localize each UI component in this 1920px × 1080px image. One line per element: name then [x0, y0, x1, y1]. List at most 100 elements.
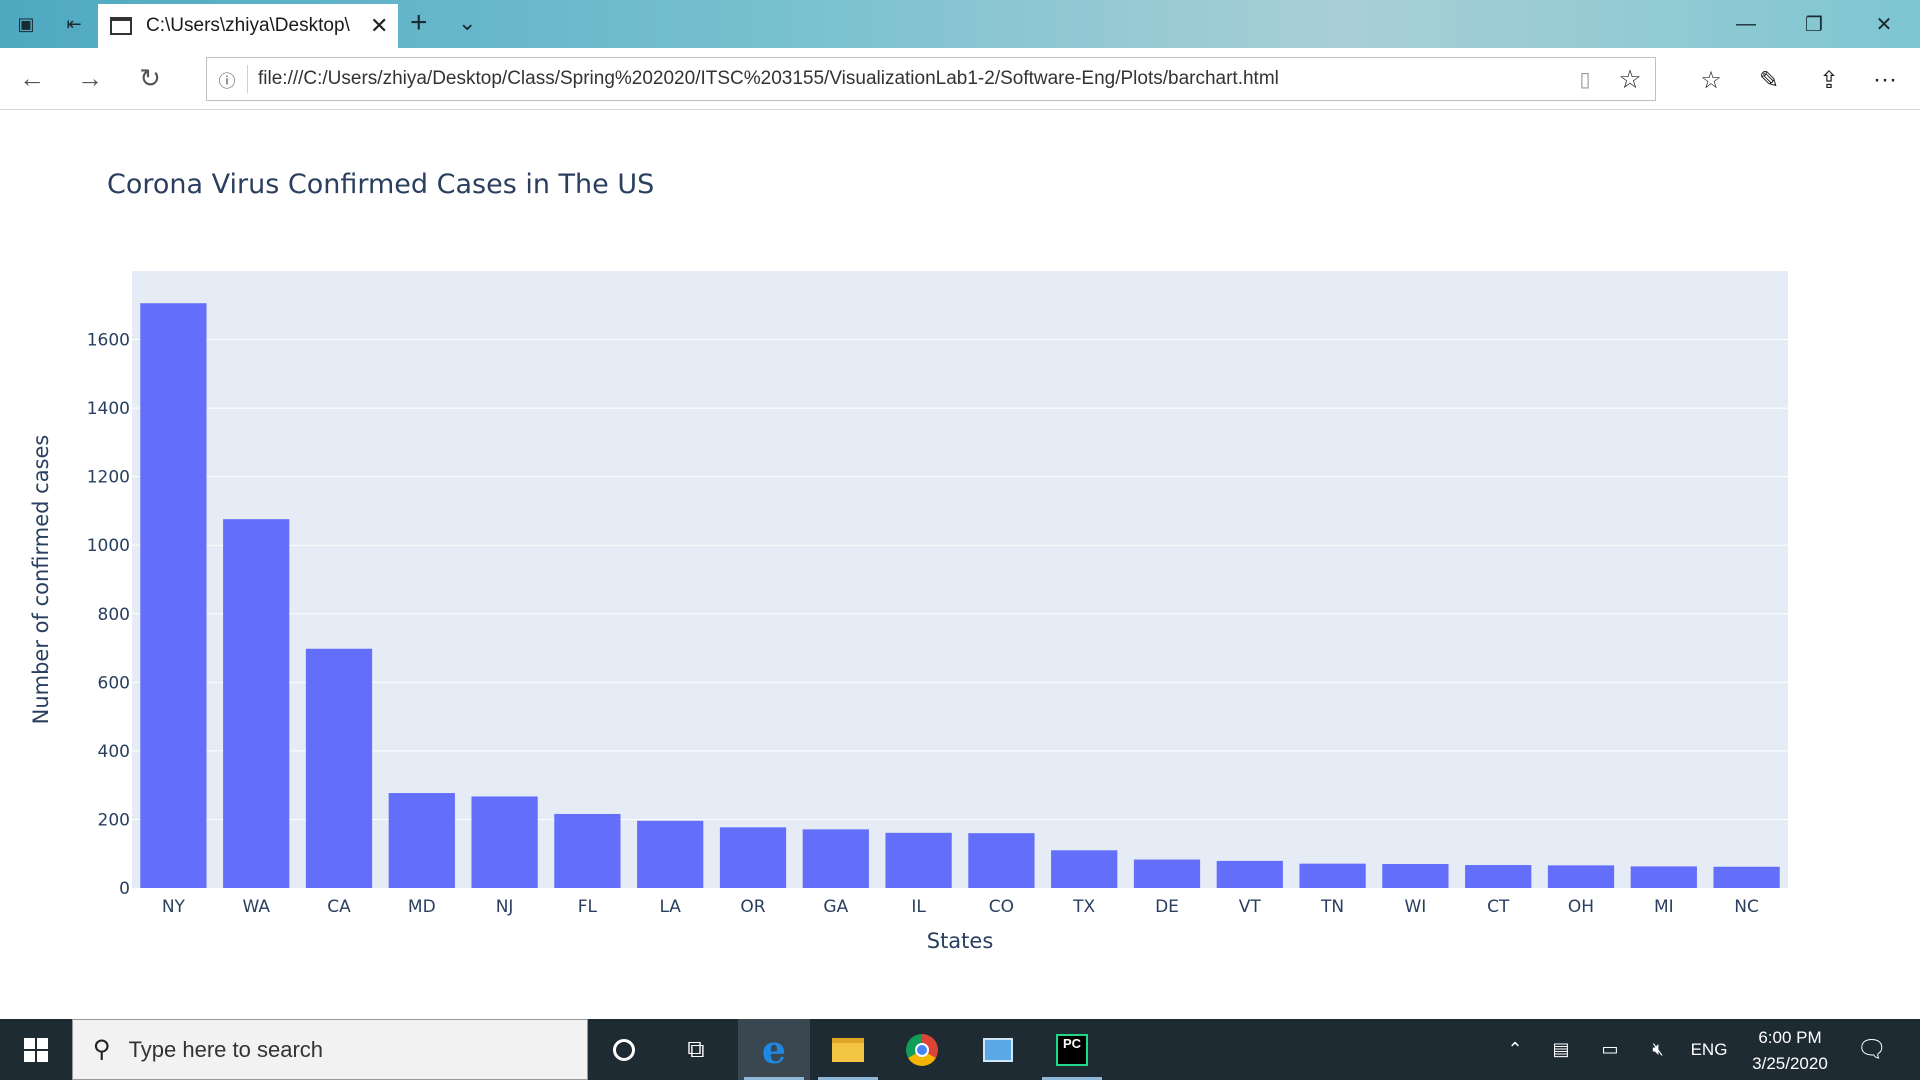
bar-mi[interactable]: [1630, 866, 1697, 888]
forward-button[interactable]: →: [77, 62, 103, 93]
control-panel-icon: [983, 1037, 1013, 1062]
bar-de[interactable]: [1133, 859, 1201, 888]
back-button[interactable]: ←: [19, 62, 45, 93]
chevron-down-icon[interactable]: ⌄: [458, 10, 477, 35]
x-tick-label: NJ: [496, 897, 514, 917]
y-tick-label: 0: [119, 879, 130, 899]
address-input[interactable]: file:///C:/Users/zhiya/Desktop/Class/Spr…: [258, 68, 1279, 89]
cortana-icon: [613, 1038, 635, 1061]
x-tick-label: FL: [578, 897, 598, 917]
active-indicator: [1042, 1077, 1102, 1080]
bar-tn[interactable]: [1299, 863, 1366, 888]
battery-icon[interactable]: ▭: [1601, 1039, 1619, 1059]
set-aside-tabs-icon[interactable]: ⇤: [66, 13, 82, 34]
bar-ct[interactable]: [1465, 865, 1532, 888]
navigation-bar: ← → ↻ ⓘ file:///C:/Users/zhiya/Desktop/C…: [0, 48, 1920, 110]
favorite-star-icon[interactable]: ☆: [1618, 63, 1642, 94]
notifications-icon[interactable]: 🗨︎: [1856, 1036, 1888, 1063]
volume-muted-icon[interactable]: 🔇︎: [1652, 1039, 1664, 1059]
more-icon[interactable]: ···: [1873, 66, 1897, 93]
clock-date: 3/25/2020: [1752, 1054, 1828, 1073]
minimize-button[interactable]: —: [1736, 12, 1756, 35]
printer-icon[interactable]: ▤: [1552, 1039, 1570, 1059]
favorites-icon[interactable]: ☆: [1700, 66, 1722, 94]
restore-button[interactable]: ❐: [1805, 13, 1823, 36]
x-tick-label: OH: [1568, 897, 1594, 917]
close-window-button[interactable]: ✕: [1875, 13, 1893, 36]
share-icon[interactable]: ⇪: [1818, 66, 1840, 94]
bar-fl[interactable]: [554, 813, 621, 888]
bar-la[interactable]: [637, 820, 704, 888]
bar-il[interactable]: [885, 832, 952, 888]
taskbar: ⚲ Type here to search ⧉ e PC ⌃ ▤ ▭ 🔇︎ EN…: [0, 1019, 1920, 1080]
bar-nc[interactable]: [1713, 866, 1780, 888]
bar-or[interactable]: [719, 827, 787, 888]
x-tick-label: NC: [1734, 897, 1759, 917]
taskbar-edge[interactable]: e: [738, 1019, 810, 1080]
x-tick-label: WA: [242, 897, 270, 917]
language-indicator[interactable]: ENG: [1690, 1039, 1728, 1059]
browser-title-bar: ▣ ⇤ C:\Users\zhiya\Desktop\ ✕ + ⌄ — ❐ ✕: [0, 0, 1920, 48]
y-tick-label: 800: [98, 605, 130, 625]
taskbar-control-panel[interactable]: [962, 1019, 1034, 1080]
refresh-button[interactable]: ↻: [139, 62, 161, 93]
bar-vt[interactable]: [1216, 860, 1283, 888]
chart-title: Corona Virus Confirmed Cases in The US: [107, 169, 655, 200]
bar-ga[interactable]: [802, 829, 869, 888]
taskbar-chrome[interactable]: [886, 1019, 958, 1080]
pycharm-icon: PC: [1056, 1033, 1088, 1066]
info-icon[interactable]: ⓘ: [218, 71, 236, 91]
bar-nj[interactable]: [471, 796, 538, 888]
tab-title: C:\Users\zhiya\Desktop\: [146, 15, 350, 36]
new-tab-button[interactable]: +: [410, 6, 428, 39]
show-hidden-icons[interactable]: ⌃: [1507, 1039, 1523, 1059]
windows-logo-icon: [24, 1037, 48, 1062]
y-tick-label: 200: [98, 810, 130, 830]
bars: [140, 303, 1780, 888]
y-tick-label: 1400: [87, 399, 130, 419]
bar-co[interactable]: [968, 833, 1035, 888]
y-axis-title: Number of confirmed cases: [29, 435, 53, 725]
x-axis-ticks: NY WA CA MD NJ FL LA OR GA IL CO TX DE VT TN WI CT OH MI NC: [162, 897, 1759, 917]
x-tick-label: DE: [1155, 897, 1179, 917]
bar-ca[interactable]: [305, 648, 373, 888]
cortana-button[interactable]: [588, 1019, 660, 1080]
address-bar[interactable]: ⓘ file:///C:/Users/zhiya/Desktop/Class/S…: [206, 57, 1656, 101]
y-tick-label: 600: [98, 673, 130, 693]
plot-background: [132, 271, 1788, 888]
search-input[interactable]: Type here to search: [128, 1036, 324, 1062]
start-button[interactable]: [0, 1019, 72, 1080]
clock-time: 6:00 PM: [1758, 1028, 1822, 1047]
bar-chart: 0 200 400 600 800 1000 1200 1400 1600 NY WA CA MD NJ…: [29, 271, 1788, 953]
tab-barchart[interactable]: C:\Users\zhiya\Desktop\ ✕: [98, 4, 398, 48]
x-tick-label: WI: [1404, 897, 1426, 917]
active-indicator: [744, 1077, 804, 1080]
bar-wa[interactable]: [223, 519, 290, 888]
y-tick-label: 1600: [87, 331, 130, 351]
x-tick-label: OR: [740, 897, 765, 917]
x-tick-label: GA: [823, 897, 848, 917]
reading-view-icon[interactable]: ▯: [1579, 68, 1591, 91]
x-tick-label: TN: [1320, 897, 1344, 917]
task-view-button[interactable]: ⧉: [660, 1019, 732, 1080]
x-tick-label: CT: [1487, 897, 1510, 917]
taskbar-file-explorer[interactable]: [812, 1019, 884, 1080]
clock[interactable]: 6:00 PM 3/25/2020: [1720, 1025, 1860, 1077]
y-axis-ticks: 0 200 400 600 800 1000 1200 1400 1600: [87, 331, 130, 899]
taskbar-pycharm[interactable]: PC: [1036, 1019, 1108, 1080]
y-tick-label: 400: [98, 742, 130, 762]
search-icon: ⚲: [93, 1036, 111, 1063]
x-tick-label: MI: [1654, 897, 1674, 917]
y-tick-label: 1000: [87, 536, 130, 556]
bar-tx[interactable]: [1051, 850, 1118, 888]
bar-ny[interactable]: [140, 303, 207, 888]
taskbar-search[interactable]: ⚲ Type here to search: [72, 1019, 588, 1080]
edge-icon: e: [761, 1027, 787, 1072]
x-tick-label: LA: [659, 897, 681, 917]
pen-icon[interactable]: ✎: [1758, 66, 1780, 94]
bar-md[interactable]: [388, 793, 455, 888]
bar-oh[interactable]: [1547, 865, 1615, 888]
tab-actions-icon[interactable]: ▣: [17, 13, 35, 34]
bar-wi[interactable]: [1382, 864, 1449, 888]
tab-close-icon[interactable]: ✕: [370, 13, 389, 38]
